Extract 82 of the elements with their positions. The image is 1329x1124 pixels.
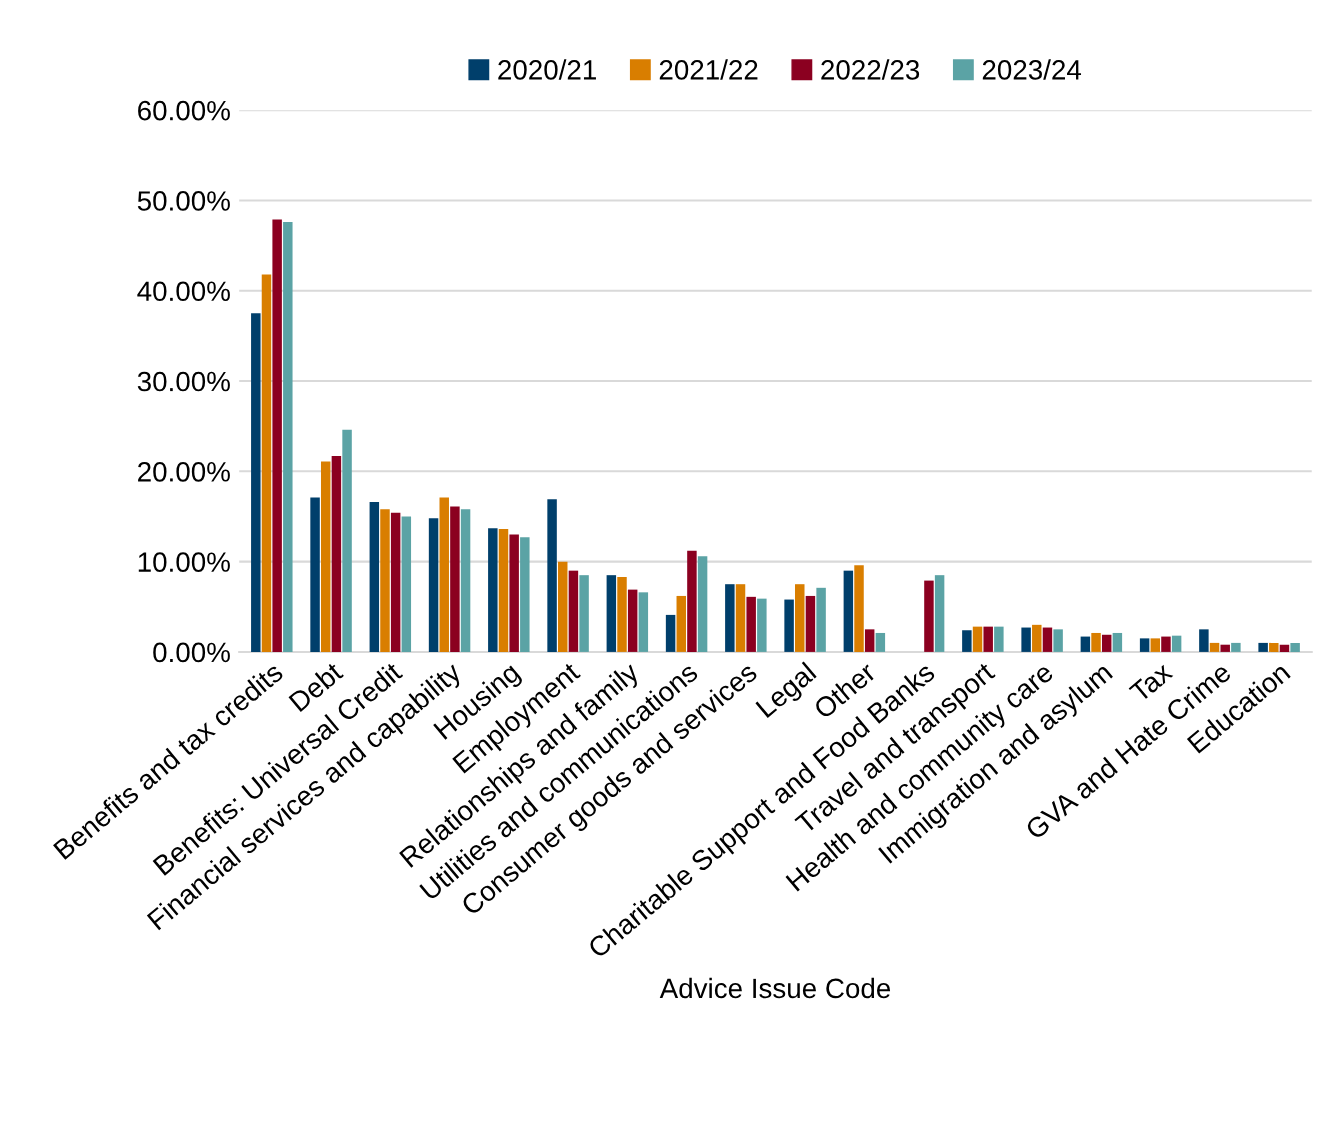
y-tick-label: 50.00% [137,191,230,211]
bar [924,580,934,652]
bar [579,575,589,652]
bar [558,561,568,652]
bar [1139,638,1150,652]
bar [1258,642,1268,652]
bar [934,575,945,652]
bar [568,570,579,652]
bar [697,556,708,652]
bar [251,313,261,652]
bar [1150,638,1161,652]
bar [272,219,282,652]
bar [1199,629,1209,652]
y-tick-label: 40.00% [137,281,230,302]
bar [1161,636,1171,652]
bar [795,584,805,652]
bar [488,528,498,652]
bar [369,502,380,652]
bar [983,626,993,652]
bar [854,565,864,652]
bar [735,584,746,652]
legend-label: 2023/24 [982,59,1082,80]
y-tick-label: 20.00% [138,462,230,482]
bar [994,626,1004,652]
bar [805,595,816,652]
bar [665,614,676,652]
bar [310,497,320,652]
bar [342,429,352,652]
bar [1279,644,1290,652]
bar [617,576,627,652]
y-tick-label: 10.00% [138,552,230,572]
bar [676,595,686,652]
bar [1101,634,1112,652]
bar [1220,644,1230,652]
bar [962,630,972,652]
bar [283,222,293,652]
bar [784,599,794,652]
bar [1021,627,1031,652]
bar [261,274,272,652]
bar [509,534,519,652]
y-tick-label: 60.00% [138,100,230,121]
bar [450,506,460,652]
bar [1112,632,1123,652]
bar [320,461,331,652]
bar [1269,642,1279,652]
bar [1231,642,1241,652]
bar [547,499,557,652]
bar [687,550,697,652]
bar [875,632,886,652]
y-tick-label: 30.00% [137,371,230,392]
bar [843,570,854,652]
legend-label: 2022/23 [821,59,920,80]
x-axis-title: Advice Issue Code [659,977,891,999]
legend-label: 2021/22 [659,59,758,80]
bar [1209,642,1220,652]
bar [1290,642,1300,652]
legend-label: 2020/21 [498,59,596,80]
bar [746,596,756,652]
bar [439,497,449,652]
bar [1091,632,1101,652]
bar [1042,627,1053,652]
bar [638,592,649,652]
bar [725,584,735,652]
bar [428,518,439,652]
bar [331,455,342,652]
bar [1080,636,1091,652]
bar [460,509,471,652]
bar [520,537,530,652]
bar [757,598,767,652]
bar [390,512,401,652]
bar [1171,635,1182,652]
bar [1053,629,1063,652]
bar [498,529,509,652]
bar [1032,624,1042,652]
bar [627,589,638,652]
y-tick-label: 0.00% [153,642,230,663]
bar [972,626,983,652]
bar [606,575,617,652]
bar [816,587,826,652]
bar [864,629,875,652]
bar [401,516,412,652]
bar [380,509,390,652]
